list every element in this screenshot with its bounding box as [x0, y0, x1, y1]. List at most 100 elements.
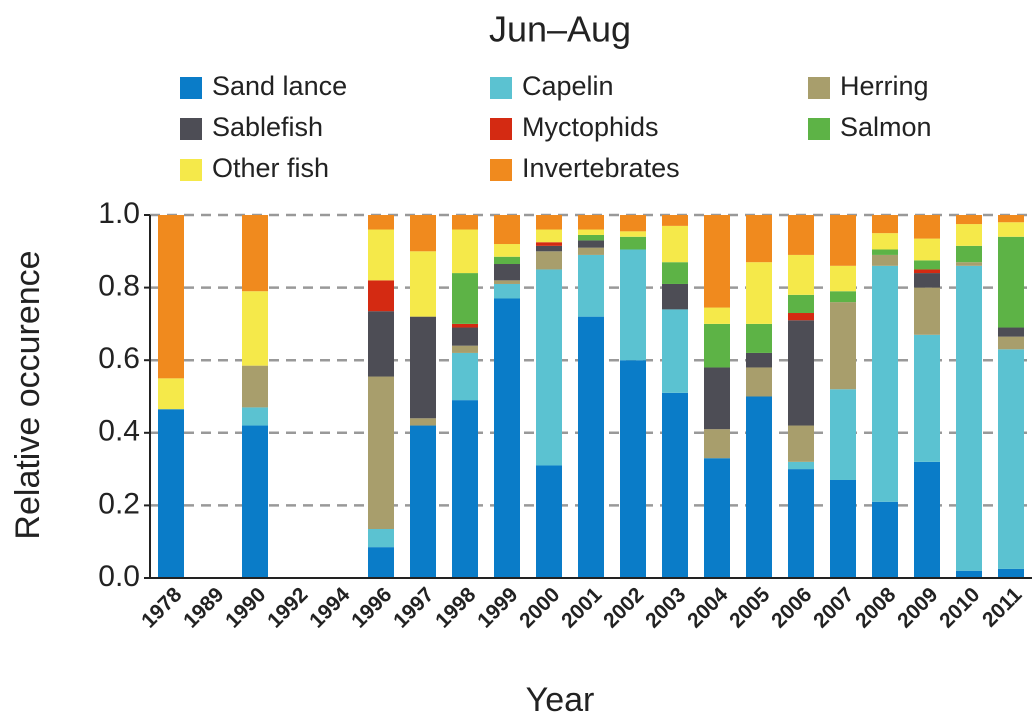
bar-segment — [788, 254, 814, 295]
x-tick-label: 1994 — [305, 583, 355, 633]
x-tick-label: 2000 — [515, 583, 564, 632]
legend-label: Salmon — [840, 112, 932, 142]
bar-segment — [494, 283, 520, 299]
legend-swatch — [808, 118, 830, 140]
x-tick-label: 2002 — [599, 583, 648, 632]
bar-segment — [620, 236, 646, 250]
bar-segment — [242, 291, 268, 366]
legend-label: Other fish — [212, 153, 329, 183]
bar-segment — [704, 458, 730, 578]
bar-segment — [788, 320, 814, 426]
bar-segment — [536, 465, 562, 578]
bar-segment — [830, 479, 856, 578]
bar-segment — [368, 528, 394, 548]
bar-segment — [914, 273, 940, 288]
bar-segment — [788, 469, 814, 578]
legend-label: Myctophids — [522, 112, 659, 142]
bar-segment — [158, 215, 184, 379]
bar-segment — [662, 215, 688, 226]
bar-segment — [410, 418, 436, 426]
bar-segment — [788, 215, 814, 255]
bar-segment — [830, 291, 856, 303]
bar-segment — [914, 269, 940, 274]
bar-segment — [746, 396, 772, 578]
bar-segment — [662, 225, 688, 263]
bar-segment — [872, 249, 898, 255]
bar-segment — [830, 302, 856, 390]
bar-segment — [368, 547, 394, 578]
bar-segment — [452, 273, 478, 324]
y-tick-label: 1.0 — [98, 197, 140, 230]
x-tick-label: 1999 — [473, 583, 522, 632]
bar-segment — [872, 254, 898, 266]
legend-label: Capelin — [522, 71, 614, 101]
bar-segment — [998, 222, 1024, 237]
bar-segment — [914, 238, 940, 261]
bar-segment — [956, 245, 982, 263]
bar-segment — [998, 568, 1024, 578]
y-tick-label: 0.0 — [98, 560, 140, 593]
bar-segment — [494, 264, 520, 281]
y-tick-label: 0.4 — [98, 415, 140, 448]
x-tick-label: 2001 — [557, 583, 607, 633]
x-axis-label: Year — [526, 681, 595, 719]
x-tick-label: 1997 — [389, 583, 438, 632]
x-tick-label: 2010 — [935, 583, 984, 632]
bar-segment — [410, 425, 436, 578]
x-tick-label: 2008 — [851, 583, 901, 633]
bar-segment — [620, 249, 646, 361]
bar-segment — [578, 254, 604, 317]
bar-segment — [410, 316, 436, 419]
bar-segment — [746, 352, 772, 368]
bar-segment — [536, 215, 562, 230]
bar-segment — [536, 229, 562, 243]
bar-segment — [494, 298, 520, 578]
bar-segment — [536, 251, 562, 270]
bar-segment — [242, 425, 268, 578]
bar-segment — [620, 231, 646, 237]
bar-segment — [410, 215, 436, 252]
y-tick-label: 0.8 — [98, 270, 140, 303]
bar-segment — [368, 215, 394, 230]
legend-swatch — [490, 77, 512, 99]
bar-segment — [830, 389, 856, 480]
bar-segment — [872, 233, 898, 250]
bar-segment — [368, 280, 394, 312]
legend-swatch — [180, 77, 202, 99]
bar-segment — [998, 336, 1024, 350]
bar-segment — [578, 240, 604, 248]
bar-segment — [620, 360, 646, 578]
bar-segment — [242, 365, 268, 408]
bar-segment — [788, 461, 814, 470]
bar-segment — [704, 215, 730, 308]
bar-segment — [704, 429, 730, 459]
bar-segment — [788, 425, 814, 462]
x-tick-label: 1989 — [179, 583, 228, 632]
legend-swatch — [808, 77, 830, 99]
x-tick-label: 1998 — [431, 583, 481, 633]
x-tick-label: 1990 — [221, 583, 270, 632]
legend-swatch — [180, 159, 202, 181]
bar-segment — [704, 367, 730, 430]
x-tick-label: 2005 — [725, 583, 775, 633]
bar-segment — [662, 283, 688, 310]
legend-label: Sand lance — [212, 71, 347, 101]
bar-segment — [242, 407, 268, 426]
legend-label: Invertebrates — [522, 153, 680, 183]
bar-segment — [914, 461, 940, 578]
bar-segment — [872, 215, 898, 234]
bar-segment — [998, 327, 1024, 337]
x-tick-label: 2003 — [641, 583, 690, 632]
bar-segment — [662, 309, 688, 393]
bar-segment — [788, 294, 814, 314]
bar-segment — [998, 236, 1024, 328]
x-tick-label: 2006 — [767, 583, 816, 632]
x-tick-label: 1992 — [263, 583, 312, 632]
bar-segment — [578, 316, 604, 578]
bar-segment — [746, 215, 772, 263]
bar-segment — [494, 280, 520, 284]
legend-label: Sablefish — [212, 112, 323, 142]
bar-segment — [872, 501, 898, 578]
bar-segment — [914, 334, 940, 462]
y-tick-label: 0.6 — [98, 342, 140, 375]
